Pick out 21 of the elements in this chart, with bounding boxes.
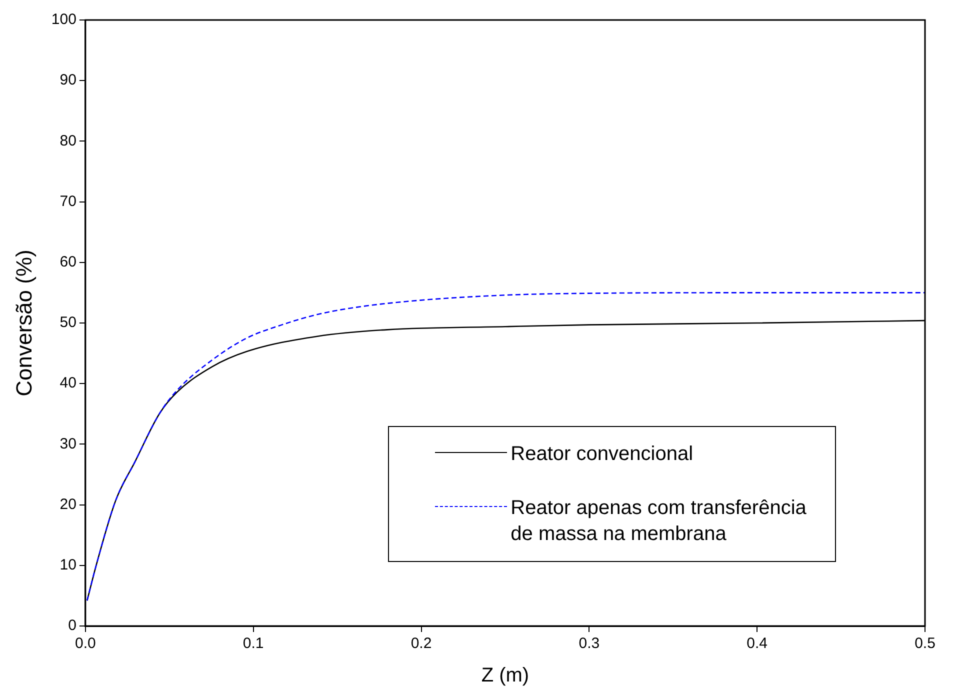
x-tick-label: 0.2	[410, 635, 432, 652]
x-tick-label: 0.3	[578, 635, 600, 652]
y-tick-label: 20	[60, 496, 76, 513]
x-tick-label: 0.1	[242, 635, 264, 652]
legend-label: Reator apenas com transferência de massa na membrana	[510, 496, 808, 548]
x-axis-title: Z (m)	[481, 664, 530, 687]
legend-label: Reator convencional	[510, 442, 694, 468]
x-tick-label: 0.0	[74, 635, 96, 652]
x-tick-label: 0.4	[746, 635, 768, 652]
x-tick-label: 0.5	[914, 635, 936, 652]
y-tick-label: 50	[60, 314, 76, 332]
y-axis-title: Conversão (%)	[11, 250, 36, 396]
y-tick-label: 80	[60, 132, 76, 150]
y-tick-label: 90	[60, 72, 76, 89]
y-tick-label: 100	[51, 11, 76, 28]
y-tick-label: 10	[60, 556, 76, 574]
y-tick-label: 60	[60, 254, 76, 271]
y-tick-label: 0	[68, 617, 76, 634]
y-tick-label: 40	[60, 374, 76, 392]
y-tick-label: 70	[60, 192, 76, 210]
y-tick-label: 30	[60, 435, 76, 452]
